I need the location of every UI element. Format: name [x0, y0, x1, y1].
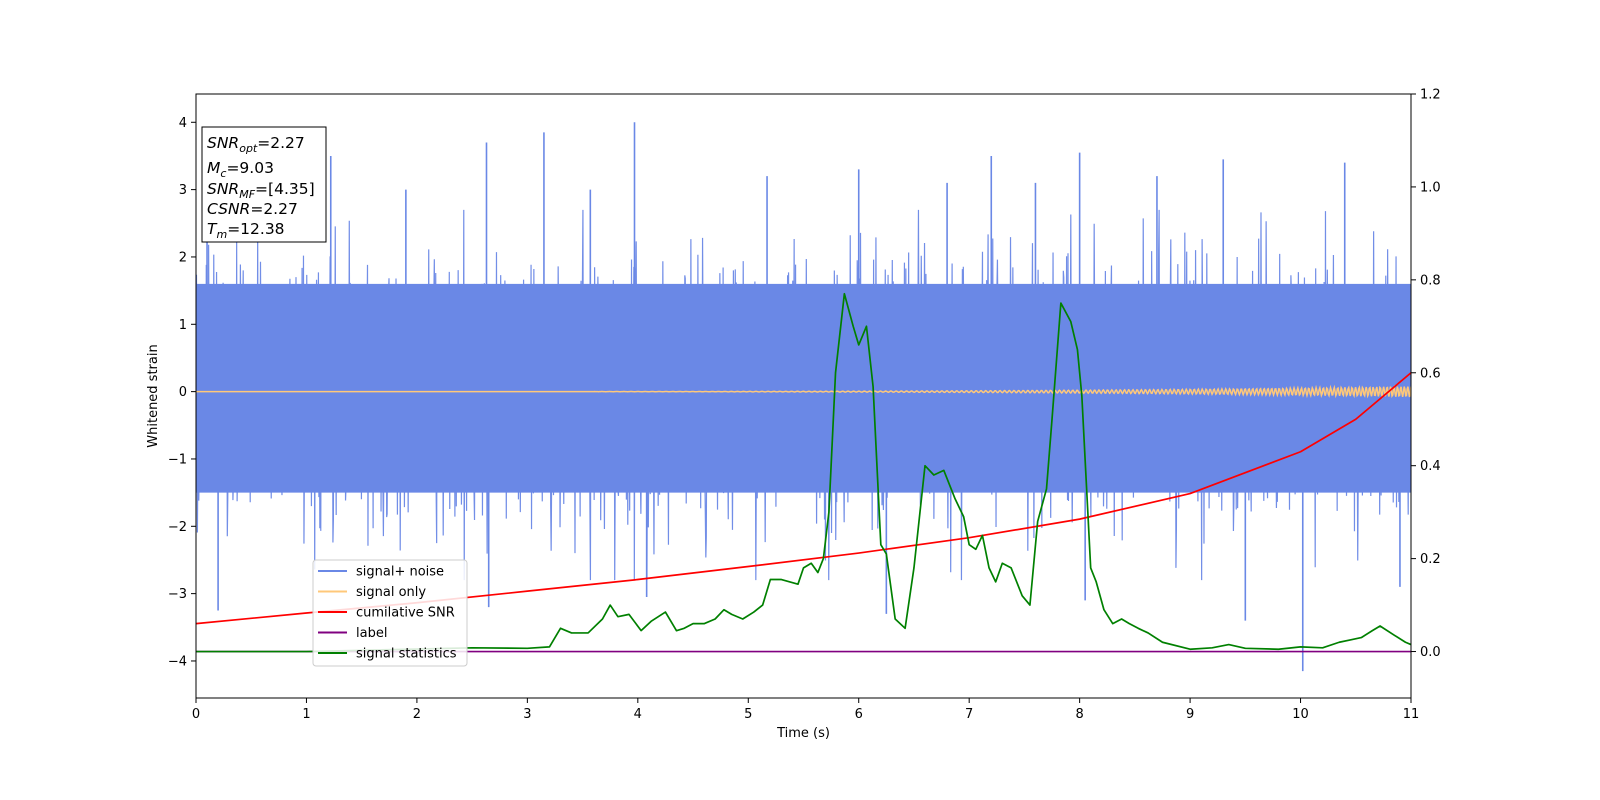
y-axis-label: Whitened strain [146, 344, 161, 447]
x-tick-label: 6 [855, 707, 863, 722]
y-right-tick-label: 1.0 [1420, 180, 1441, 195]
legend-label-cumulative-snr: cumilative SNR [356, 606, 455, 621]
y-axis-left: −4 −3 −2 −1 0 1 2 3 4 [168, 116, 196, 669]
x-tick-label: 11 [1403, 707, 1420, 722]
info-tm-sub: m [216, 228, 227, 241]
x-tick-label: 9 [1186, 707, 1194, 722]
x-axis: 0 1 2 3 4 5 6 7 8 9 10 11 [192, 698, 1419, 722]
legend-label-signal-statistics: signal statistics [356, 647, 457, 662]
y-left-tick-label: 1 [179, 318, 187, 333]
noise-series-layer [196, 122, 1411, 672]
y-left-tick-label: −4 [168, 654, 187, 669]
y-left-tick-label: 3 [179, 183, 187, 198]
legend-label-label: label [356, 626, 387, 641]
y-right-tick-label: 1.2 [1420, 88, 1441, 103]
info-mc: Mc=9.03 [207, 159, 274, 180]
x-tick-label: 5 [744, 707, 752, 722]
x-tick-label: 8 [1075, 707, 1083, 722]
info-mc-base: M [207, 159, 220, 177]
legend-label-signal-noise: signal+ noise [356, 565, 444, 580]
y-left-tick-label: 0 [179, 385, 187, 400]
info-mc-sub: c [220, 167, 226, 180]
y-axis-right: 0.0 0.2 0.4 0.6 0.8 1.0 1.2 [1411, 88, 1441, 660]
info-snr-mf-sub: MF [239, 188, 255, 201]
series-line-signal-statistics [196, 292, 1411, 653]
info-snr-mf-base: SNR [207, 180, 239, 198]
legend-label-signal-only: signal only [356, 585, 426, 600]
y-right-tick-label: 0.0 [1420, 645, 1441, 660]
x-tick-label: 3 [523, 707, 531, 722]
info-snr-opt-sub: opt [239, 142, 258, 155]
x-tick-label: 7 [965, 707, 973, 722]
signal-series-layer [196, 384, 1411, 399]
info-snr-opt: SNRopt=2.27 [207, 134, 305, 155]
info-tm-value: =12.38 [227, 220, 284, 238]
info-snr-opt-base: SNR [207, 134, 239, 152]
x-tick-label: 2 [413, 707, 421, 722]
info-csnr-value: =2.27 [250, 200, 298, 218]
x-tick-label: 4 [634, 707, 642, 722]
legend: signal+ noise signal only cumilative SNR… [312, 559, 468, 667]
info-snr-mf: SNRMF=[4.35] [207, 180, 315, 201]
info-tm-base: T [207, 220, 218, 238]
info-box-frame [201, 126, 327, 243]
info-csnr-base: CSNR [207, 200, 250, 218]
y-right-tick-label: 0.4 [1420, 459, 1441, 474]
info-snr-mf-value: =[4.35] [255, 180, 315, 198]
x-axis-label: Time (s) [776, 726, 830, 741]
x-tick-label: 10 [1292, 707, 1309, 722]
series-line-signal-only [196, 384, 1411, 399]
legend-frame [312, 559, 468, 667]
plot-frame [195, 93, 1412, 699]
y-left-tick-label: −2 [168, 520, 187, 535]
y-right-tick-label: 0.2 [1420, 552, 1441, 567]
info-box: SNRopt=2.27 Mc=9.03 SNRMF=[4.35] CSNR=2.… [201, 126, 327, 243]
y-right-tick-label: 0.8 [1420, 273, 1441, 288]
info-mc-value: =9.03 [226, 159, 274, 177]
x-tick-label: 1 [302, 707, 310, 722]
y-left-tick-label: 2 [179, 250, 187, 265]
series-band-signal-noise [196, 283, 1411, 493]
y-left-tick-label: 4 [179, 116, 187, 131]
info-snr-opt-value: =2.27 [257, 134, 305, 152]
y-left-tick-label: −1 [168, 452, 187, 467]
info-tm: Tm=12.38 [207, 220, 285, 241]
y-left-tick-label: −3 [168, 587, 187, 602]
y-right-tick-label: 0.6 [1420, 366, 1441, 381]
info-csnr: CSNR=2.27 [207, 200, 298, 218]
x-tick-label: 0 [192, 707, 200, 722]
